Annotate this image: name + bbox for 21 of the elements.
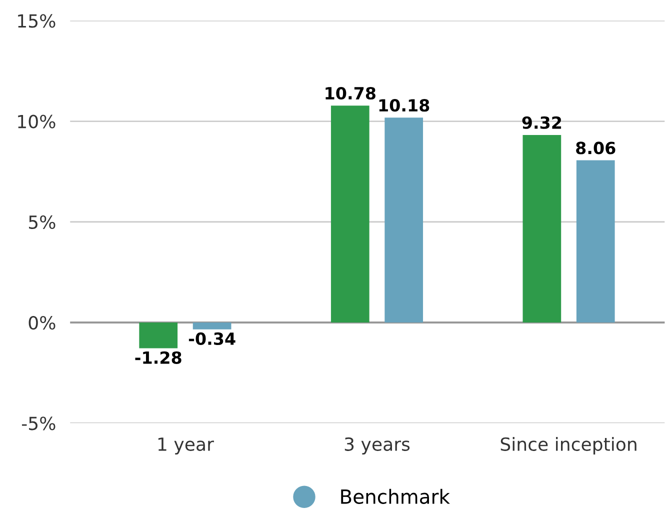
legend-label: Benchmark [341, 488, 450, 504]
bar [576, 160, 615, 322]
y-tick-label: 15% [18, 14, 56, 28]
x-tick-label: 3 years [344, 437, 410, 454]
x-tick-label: 1 year [158, 438, 214, 454]
x-tick-label: Since inception [500, 437, 636, 454]
y-tick-label: 0% [28, 316, 56, 330]
bar [330, 106, 370, 322]
data-label: -0.34 [188, 332, 236, 346]
bar [522, 134, 562, 322]
y-tick-label: 10% [18, 114, 56, 128]
data-label: 10.78 [326, 86, 376, 100]
bar [192, 322, 232, 330]
data-label: 10.18 [379, 99, 430, 112]
y-tick-label: -5% [22, 416, 56, 430]
data-label: 9.32 [522, 116, 562, 129]
bar [139, 322, 178, 348]
bar [384, 118, 424, 322]
y-tick-label: 5% [29, 215, 56, 229]
data-label: 8.06 [576, 142, 616, 154]
data-label: -1.28 [135, 351, 182, 364]
